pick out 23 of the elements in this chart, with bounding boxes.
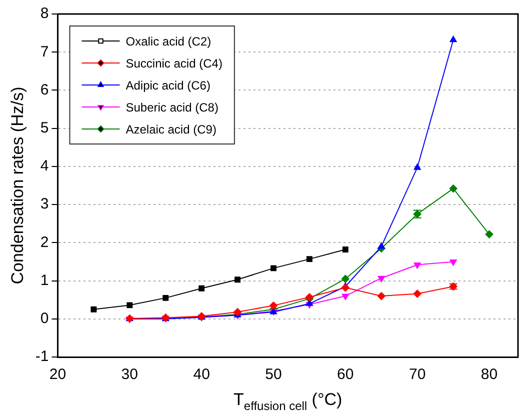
- y-tick-label: 5: [40, 119, 49, 136]
- legend-label: Adipic acid (C6): [126, 78, 210, 92]
- y-axis-title: Condensation rates (Hz/s): [8, 86, 27, 284]
- legend-label: Suberic acid (C8): [126, 100, 218, 114]
- x-tick-label: 40: [193, 366, 210, 384]
- y-tick-label: 6: [40, 81, 49, 98]
- y-tick-label: 7: [40, 43, 49, 60]
- legend-label: Oxalic acid (C2): [126, 34, 212, 48]
- y-tick-label: 1: [40, 272, 49, 289]
- x-tick-label: 20: [49, 366, 66, 384]
- legend-label: Azelaic acid (C9): [126, 122, 216, 136]
- y-tick-label: 3: [40, 196, 49, 213]
- x-tick-label: 70: [408, 366, 426, 384]
- y-tick-label: 0: [40, 310, 49, 328]
- y-tick-label: -1: [35, 348, 49, 366]
- legend-label: Succinic acid (C4): [126, 56, 222, 70]
- y-tick-label: 4: [40, 158, 49, 175]
- x-tick-label: 60: [337, 366, 354, 384]
- y-tick-label: 2: [40, 234, 49, 251]
- y-tick-label: 8: [40, 5, 49, 22]
- x-tick-label: 30: [121, 366, 138, 384]
- x-tick-label: 50: [265, 366, 282, 384]
- x-tick-label: 80: [480, 366, 498, 384]
